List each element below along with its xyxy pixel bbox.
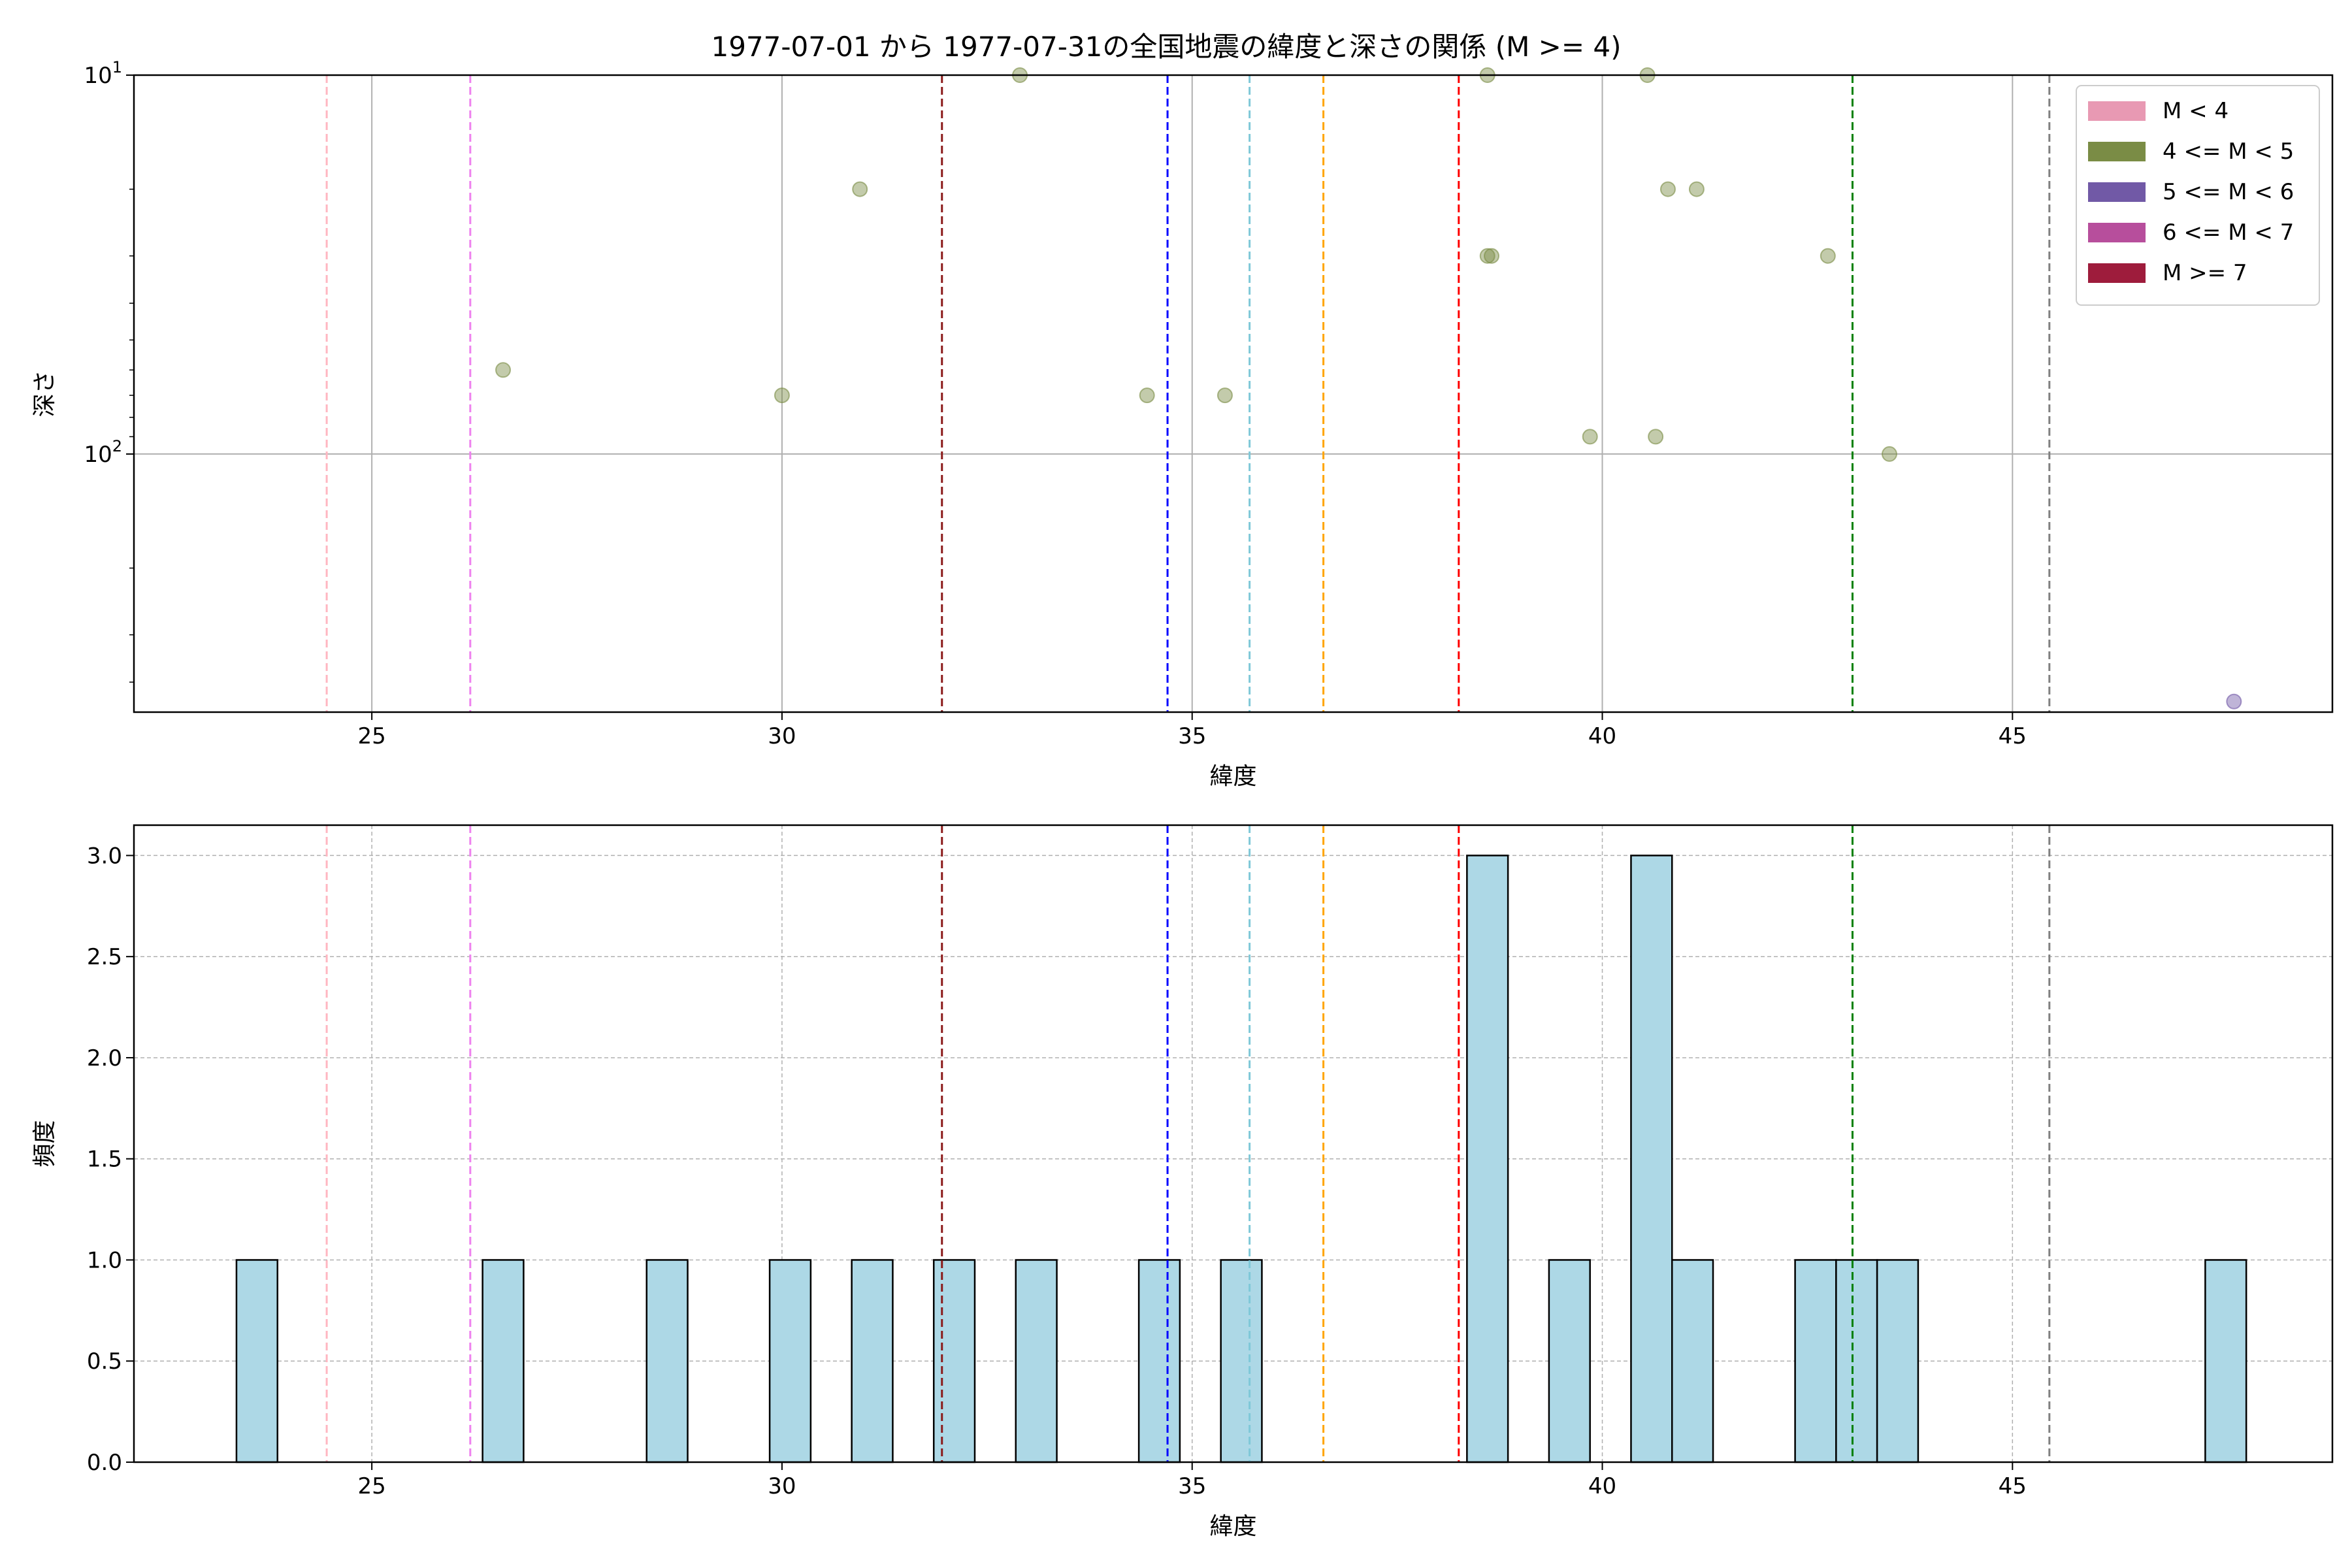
histogram-y-axis-label: 頻度 <box>31 1120 58 1167</box>
histogram-bar <box>1220 1259 1263 1463</box>
histogram-y-tick-label: 1.0 <box>87 1247 122 1273</box>
histogram-bar <box>235 1259 278 1463</box>
legend-swatch <box>2088 263 2146 283</box>
histogram-bar <box>932 1259 976 1463</box>
histogram-bar <box>1794 1259 1837 1463</box>
histogram-ticks: 25 30 35 40 45 0.0 0.5 1.0 1.5 2.0 2.5 3.0 <box>87 843 2027 1499</box>
scatter-x-tick-label: 40 <box>1588 723 1616 749</box>
legend-label: M >= 7 <box>2163 260 2247 286</box>
scatter-point <box>1582 429 1598 445</box>
scatter-x-tick-label: 45 <box>1999 723 2027 749</box>
histogram-bar <box>645 1259 689 1463</box>
histogram-panel: 25 30 35 40 45 0.0 0.5 1.0 1.5 2.0 2.5 3.0 緯度 頻度 <box>31 824 2334 1540</box>
legend-swatch <box>2088 223 2146 242</box>
scatter-point <box>1479 248 1495 264</box>
scatter-x-tick-label: 30 <box>768 723 796 749</box>
histogram-bar <box>851 1259 894 1463</box>
scatter-ticks: 25 30 35 40 45 101 102 <box>84 58 2026 749</box>
histogram-x-tick-label: 25 <box>357 1473 385 1499</box>
scatter-point <box>495 362 512 378</box>
histogram-y-tick-label: 0.5 <box>87 1348 122 1375</box>
histogram-x-tick-label: 40 <box>1588 1473 1616 1499</box>
scatter-point <box>2226 693 2242 710</box>
scatter-y-tick-label: 101 <box>84 58 122 89</box>
scatter-x-tick-label: 25 <box>357 723 385 749</box>
legend-label: 6 <= M < 7 <box>2163 220 2294 246</box>
scatter-point <box>1659 181 1676 197</box>
scatter-axes-frame <box>133 74 2334 713</box>
histogram-bars <box>235 855 2247 1463</box>
histogram-bar <box>1137 1259 1181 1463</box>
histogram-bar <box>1466 855 1509 1463</box>
scatter-x-tick-label: 35 <box>1178 723 1206 749</box>
histogram-x-tick-label: 35 <box>1178 1473 1206 1499</box>
scatter-y-axis-label: 深さ <box>31 370 58 417</box>
scatter-point <box>1820 248 1836 264</box>
histogram-y-tick-label: 3.0 <box>87 843 122 869</box>
legend-label: M < 4 <box>2163 98 2229 124</box>
histogram-y-tick-label: 1.5 <box>87 1147 122 1173</box>
legend-label: 4 <= M < 5 <box>2163 139 2294 165</box>
histogram-bar <box>482 1259 525 1463</box>
histogram-bar <box>2204 1259 2247 1463</box>
legend-swatch <box>2088 101 2146 121</box>
histogram-y-tick-label: 2.0 <box>87 1045 122 1071</box>
histogram-x-tick-label: 30 <box>768 1473 796 1499</box>
scatter-title: 1977-07-01 から 1977-07-31の全国地震の緯度と深さの関係 (… <box>711 31 1621 63</box>
legend-box <box>2076 85 2320 306</box>
histogram-bar <box>1835 1259 1878 1463</box>
histogram-x-tick-label: 45 <box>1999 1473 2027 1499</box>
histogram-bar <box>1876 1259 1919 1463</box>
histogram-bar <box>1630 855 1673 1463</box>
histogram-bar <box>768 1259 812 1463</box>
scatter-vertical-lines <box>325 75 2051 712</box>
scatter-point <box>852 181 868 197</box>
scatter-point <box>1139 387 1155 404</box>
scatter-point <box>1881 446 1897 462</box>
scatter-y-tick-label: 102 <box>84 437 122 468</box>
scatter-legend: M < 4 4 <= M < 5 5 <= M < 6 6 <= M < 7 M >= … <box>2076 85 2320 306</box>
histogram-bar <box>1015 1259 1058 1463</box>
scatter-point <box>1648 429 1664 445</box>
scatter-point <box>1484 248 1500 264</box>
histogram-bar <box>1548 1259 1591 1463</box>
legend-label: 5 <= M < 6 <box>2163 179 2294 205</box>
histogram-y-tick-label: 0.0 <box>87 1450 122 1476</box>
histogram-bar <box>1671 1259 1714 1463</box>
scatter-point <box>1688 181 1705 197</box>
scatter-point <box>1217 387 1233 404</box>
histogram-x-axis-label: 緯度 <box>1209 1513 1256 1540</box>
histogram-vertical-lines <box>325 825 2051 1462</box>
scatter-panel: 25 30 35 40 45 101 102 緯度 深さ M < 4 4 <= M < 5 5 … <box>31 58 2334 790</box>
scatter-point <box>774 387 790 404</box>
legend-swatch <box>2088 182 2146 202</box>
legend-swatch <box>2088 142 2146 161</box>
scatter-x-axis-label: 緯度 <box>1209 763 1256 790</box>
histogram-y-tick-label: 2.5 <box>87 944 122 970</box>
histogram-axes-frame <box>133 824 2334 1463</box>
